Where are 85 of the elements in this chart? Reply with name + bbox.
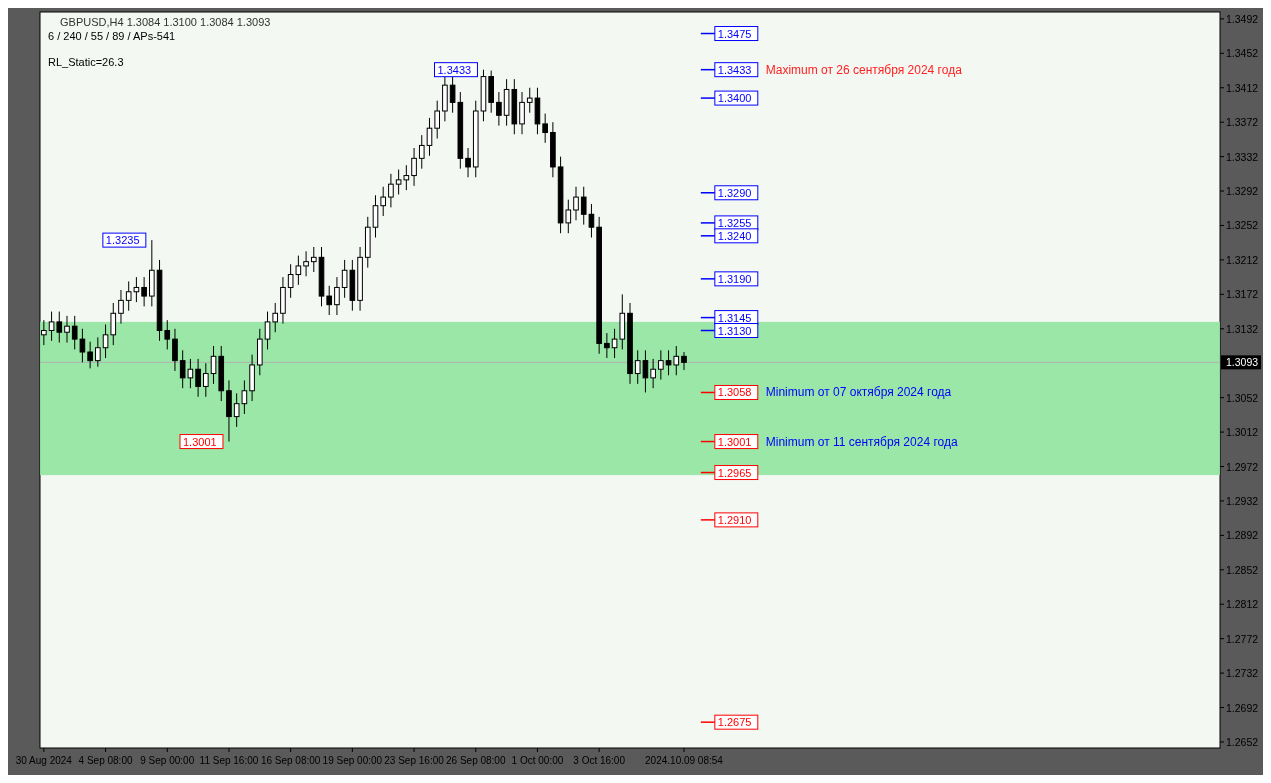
candlestick bbox=[141, 276, 147, 307]
x-tick-label: 30 Aug 2024 bbox=[15, 755, 73, 766]
ref-line-label: 1.3058 bbox=[717, 386, 752, 399]
text: 6 / 240 / 55 / 89 / APs-541 bbox=[48, 30, 176, 42]
y-tick-label: 1.3372 bbox=[1226, 116, 1259, 129]
annotation: 1.3433 bbox=[437, 63, 472, 76]
candlestick bbox=[418, 134, 425, 170]
ref-line-label: 1.3255 bbox=[717, 216, 752, 229]
candlestick bbox=[334, 276, 340, 316]
ref-line-label: 1.3400 bbox=[717, 92, 752, 105]
y-tick-label: 1.2652 bbox=[1226, 735, 1259, 748]
y-tick-label: 1.2972 bbox=[1226, 460, 1259, 473]
x-tick-label: 16 Sep 08:00 bbox=[260, 755, 321, 766]
y-tick-label: 1.3452 bbox=[1226, 47, 1259, 60]
candlestick bbox=[681, 351, 687, 371]
candlestick bbox=[172, 328, 178, 372]
ref-line-label: 1.3001 bbox=[717, 435, 752, 448]
candlestick bbox=[542, 113, 548, 144]
x-tick-label: 11 Sep 16:00 bbox=[199, 755, 259, 766]
ref-line-label: 1.3093 bbox=[1226, 356, 1259, 369]
x-tick-label: 19 Sep 00:00 bbox=[322, 755, 383, 766]
candlestick bbox=[496, 91, 502, 127]
annotation: Minimum от 07 октября 2024 года bbox=[765, 385, 952, 400]
candlestick bbox=[650, 358, 656, 389]
x-tick-label: 3 Oct 16:00 bbox=[573, 755, 626, 766]
candlestick bbox=[434, 100, 440, 140]
y-tick-label: 1.3492 bbox=[1226, 12, 1259, 25]
y-tick-label: 1.3012 bbox=[1226, 426, 1259, 439]
candlestick bbox=[573, 186, 579, 221]
candlestick bbox=[272, 302, 279, 333]
candlestick bbox=[411, 147, 417, 187]
y-tick-label: 1.3252 bbox=[1226, 219, 1259, 232]
y-tick-label: 1.3332 bbox=[1226, 150, 1259, 163]
ref-line-label: 1.3475 bbox=[717, 27, 752, 40]
y-tick-label: 1.2732 bbox=[1226, 667, 1259, 680]
y-tick-label: 1.2772 bbox=[1226, 632, 1259, 645]
candlestick bbox=[87, 341, 93, 369]
y-tick-label: 1.2812 bbox=[1226, 598, 1259, 611]
candlestick bbox=[604, 332, 610, 359]
candlestick bbox=[388, 173, 394, 208]
candlestick bbox=[465, 147, 471, 178]
candlestick bbox=[95, 336, 101, 368]
x-tick-label: 23 Sep 16:00 bbox=[384, 755, 445, 766]
y-tick-label: 1.3132 bbox=[1226, 322, 1259, 335]
ref-line-label: 1.3240 bbox=[717, 229, 752, 242]
y-tick-label: 1.2692 bbox=[1226, 701, 1259, 714]
y-tick-label: 1.3412 bbox=[1226, 81, 1259, 94]
y-tick-label: 1.3172 bbox=[1226, 288, 1259, 301]
y-tick-label: 1.3212 bbox=[1226, 253, 1259, 266]
annotation: RL_Static=26.3 bbox=[48, 56, 124, 68]
candlestick bbox=[118, 289, 124, 325]
annotation: Minimum от 11 сентября 2024 года bbox=[765, 434, 958, 449]
x-tick-label: 9 Sep 00:00 bbox=[140, 755, 195, 766]
candlestick bbox=[310, 246, 317, 273]
annotation: Maximum от 26 сентября 2024 года bbox=[765, 62, 963, 77]
x-tick-label: 1 Oct 00:00 bbox=[511, 755, 564, 766]
y-tick-label: 1.2852 bbox=[1226, 563, 1259, 576]
candlestick bbox=[326, 285, 333, 316]
x-tick-label: 2024.10.09 08:54 bbox=[645, 755, 724, 766]
ref-line-label: 1.2910 bbox=[717, 513, 752, 526]
y-tick-label: 1.2892 bbox=[1226, 529, 1259, 542]
candlestick bbox=[519, 91, 525, 135]
y-tick-label: 1.3292 bbox=[1226, 185, 1259, 198]
annotation: 1.3235 bbox=[105, 234, 140, 247]
y-tick-label: 1.3052 bbox=[1226, 391, 1259, 404]
x-tick-label: 26 Sep 08:00 bbox=[446, 755, 506, 766]
ref-line-label: 1.3290 bbox=[717, 186, 752, 199]
candlestick bbox=[372, 194, 379, 239]
y-tick-label: 1.2932 bbox=[1226, 494, 1259, 507]
ref-line-label: 1.3145 bbox=[717, 311, 752, 324]
ref-line-label: 1.3433 bbox=[717, 63, 752, 76]
candlestick bbox=[380, 186, 387, 217]
x-tick-label: 4 Sep 08:00 bbox=[78, 755, 133, 766]
candlestick bbox=[64, 315, 70, 344]
ref-line-label: 1.2965 bbox=[717, 466, 752, 479]
candlestick bbox=[203, 362, 209, 398]
candlestick bbox=[195, 358, 201, 398]
ref-line-label: 1.2675 bbox=[717, 716, 752, 729]
annotation: 1.3001 bbox=[182, 435, 217, 448]
candlestick bbox=[264, 311, 271, 350]
candlestick bbox=[658, 349, 664, 381]
ref-line-label: 1.3130 bbox=[717, 324, 752, 337]
chart-title: GBPUSD,H4 1.3084 1.3100 1.3084 1.3093 bbox=[60, 16, 271, 28]
candlestick bbox=[303, 250, 309, 277]
ref-line-label: 1.3190 bbox=[717, 272, 752, 285]
